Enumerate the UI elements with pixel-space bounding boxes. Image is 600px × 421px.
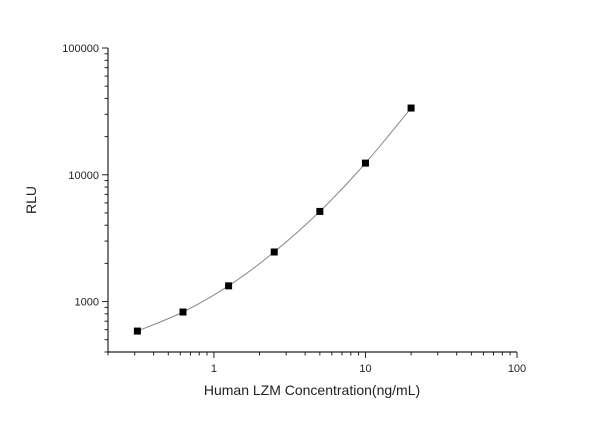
data-point [361,159,369,167]
data-point [179,308,187,316]
data-point [225,282,233,290]
x-axis-label: Human LZM Concentration(ng/mL) [204,382,420,398]
y-axis-label: RLU [23,186,39,214]
x-tick-label: 1 [211,363,217,375]
data-point [133,327,141,335]
x-tick-label: 100 [508,363,526,375]
y-tick-label: 10000 [68,170,99,182]
data-point [407,104,415,112]
x-tick-label: 10 [359,363,371,375]
axes: 1 10 100 1000 10000 100000 [62,43,526,375]
data-points [133,104,415,335]
y-tick-label: 100000 [62,43,99,55]
data-point [270,248,278,256]
fitted-curve [137,107,412,332]
data-point [316,207,324,215]
y-tick-label: 1000 [75,297,99,309]
